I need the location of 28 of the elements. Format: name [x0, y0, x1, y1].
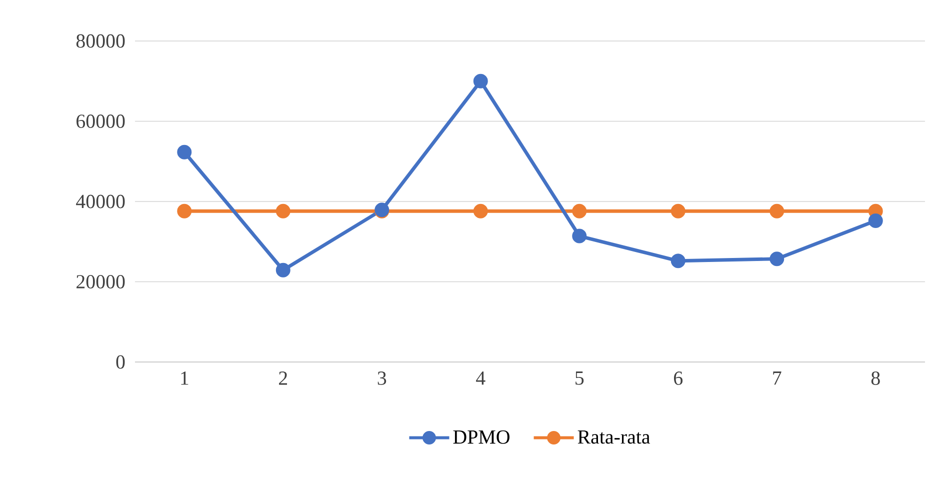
x-tick-label: 7: [773, 372, 782, 385]
point: [868, 214, 883, 228]
legend-label: Rata-rata: [578, 430, 650, 444]
point: [473, 74, 488, 88]
point: [770, 204, 784, 218]
legend-label: DPMO: [453, 430, 510, 444]
y-tick-label: 60000: [76, 114, 125, 128]
x-tick-label: 8: [871, 372, 880, 385]
x-tick-label: 5: [576, 372, 584, 385]
x-tick-label: 1: [181, 372, 188, 385]
point: [177, 204, 192, 218]
point: [670, 204, 686, 218]
x-tick-label: 4: [476, 372, 486, 385]
y-tick-label: 20000: [76, 275, 125, 288]
point: [572, 204, 587, 218]
point: [276, 262, 290, 278]
y-tick-label: 0: [116, 355, 125, 369]
point: [770, 252, 784, 266]
point: [177, 144, 192, 160]
y-tick-label: 40000: [76, 194, 125, 208]
point: [670, 254, 686, 268]
x-tick-label: 2: [279, 372, 288, 385]
x-tick-label: 3: [378, 372, 386, 385]
y-tick-label: 80000: [76, 34, 125, 48]
point: [572, 228, 587, 244]
x-tick-label: 6: [674, 372, 683, 385]
point: [473, 204, 488, 218]
point: [276, 204, 290, 218]
